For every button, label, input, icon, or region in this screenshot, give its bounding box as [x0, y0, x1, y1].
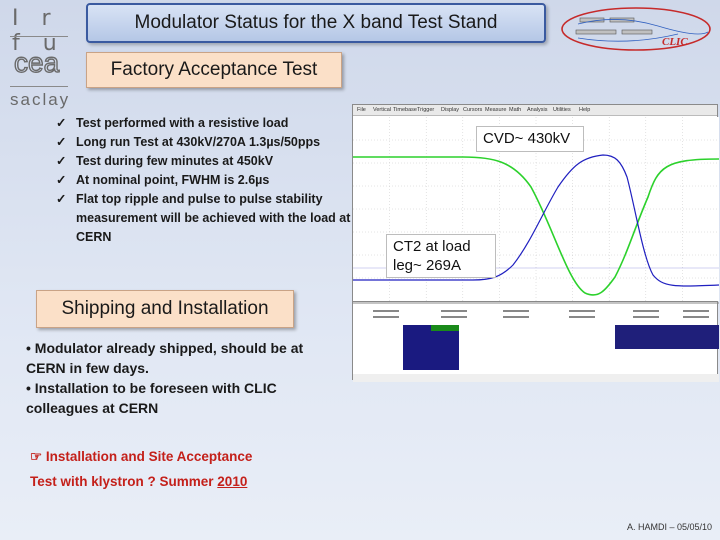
measurement-placeholder [373, 316, 399, 318]
scope-menu-item[interactable]: Measure [485, 107, 507, 113]
measurement-placeholder [569, 310, 595, 312]
shipping-heading-text: Shipping and Installation [61, 298, 269, 319]
logo-column: I r f u cea saclay [0, 0, 72, 118]
scope-menu-item[interactable]: Display [441, 107, 460, 113]
list-item: ✓ At nominal point, FWHM is 2.6µs [56, 171, 356, 190]
measurement-placeholder [633, 310, 659, 312]
shipping-paragraph: • Installation to be foreseen with CLIC … [26, 380, 277, 416]
list-item: ✓ Test performed with a resistive load [56, 114, 356, 133]
scope-menu-item[interactable]: Math [509, 107, 522, 113]
installation-note: ☞ Installation and Site Acceptance Test … [30, 444, 350, 494]
page-title: Modulator Status for the X band Test Sta… [86, 3, 546, 43]
scope-menu-item[interactable]: File [357, 107, 366, 113]
installation-line1: ☞ Installation and Site Acceptance [30, 449, 253, 464]
measurement-placeholder [569, 316, 595, 318]
scope-menu-item[interactable]: Utilities [553, 107, 571, 113]
ct2-annotation-line2: leg~ 269A [393, 257, 461, 274]
measurement-placeholder [683, 310, 709, 312]
scope-measurement-panel [353, 301, 719, 382]
page-title-text: Modulator Status for the X band Test Sta… [134, 12, 498, 33]
clic-logo: CLIC [561, 7, 711, 51]
factory-acceptance-heading: Factory Acceptance Test [86, 52, 342, 88]
list-item: ✓ Flat top ripple and pulse to pulse stab… [56, 192, 351, 244]
scope-menu-item[interactable]: Cursors [463, 107, 483, 113]
checkmark-icon: ✓ [56, 173, 67, 187]
checkmark-icon: ✓ [56, 192, 67, 206]
saclay-logo: saclay [10, 90, 71, 109]
cea-logo: cea [13, 46, 60, 78]
list-item: ✓ Test during few minutes at 450kV [56, 152, 356, 171]
scope-menu-item[interactable]: Vertical [373, 107, 392, 113]
measurement-placeholder [683, 316, 709, 318]
ct2-annotation: CT2 at load leg~ 269A [386, 234, 496, 278]
scope-menu-item[interactable]: Timebase [393, 107, 417, 113]
logo-divider [10, 86, 68, 87]
scope-menu-bar: File Vertical Timebase Trigger Display Cursor… [353, 105, 717, 116]
measurement-placeholder [503, 316, 529, 318]
installation-line2: Test with klystron ? Summer 2010 [30, 474, 248, 489]
scope-menu-item[interactable]: Help [579, 107, 591, 113]
logo-divider [10, 36, 68, 37]
shipping-text: • Modulator already shipped, should be a… [26, 338, 346, 418]
checkmark-icon: ✓ [56, 135, 67, 149]
factory-checklist: ✓ Test performed with a resistive load ✓ L… [56, 114, 356, 247]
measurement-placeholder [441, 316, 467, 318]
cvd-annotation: CVD~ 430kV [476, 126, 584, 152]
irfu-logo: I r f u [12, 6, 65, 56]
checkmark-icon: ✓ [56, 116, 67, 130]
ct2-annotation-line1: CT2 at load [393, 238, 471, 255]
author-footer: A. HAMDI – 05/05/10 [626, 522, 712, 532]
checkmark-icon: ✓ [56, 154, 67, 168]
shipping-heading: Shipping and Installation [36, 290, 294, 328]
installation-year: 2010 [217, 474, 248, 489]
scope-menu-item[interactable]: Analysis [527, 107, 548, 113]
scope-menu-item[interactable]: Trigger [417, 107, 435, 113]
clic-logo-text: CLIC [662, 36, 688, 48]
measurement-placeholder [441, 310, 467, 312]
svg-text:cea: cea [14, 47, 60, 78]
voltage-trace [353, 156, 719, 296]
factory-heading-text: Factory Acceptance Test [110, 59, 318, 80]
shipping-paragraph: • Modulator already shipped, should be a… [26, 340, 304, 376]
scope-measurement-graphic [353, 302, 719, 382]
measurement-placeholder [503, 310, 529, 312]
measurement-placeholder [373, 310, 399, 312]
pointing-hand-icon: ☞ [30, 449, 46, 464]
current-trace [353, 154, 719, 287]
measurement-placeholder [633, 316, 659, 318]
list-item: ✓ Long run Test at 430kV/270A 1.3µs/50pps [56, 133, 356, 152]
